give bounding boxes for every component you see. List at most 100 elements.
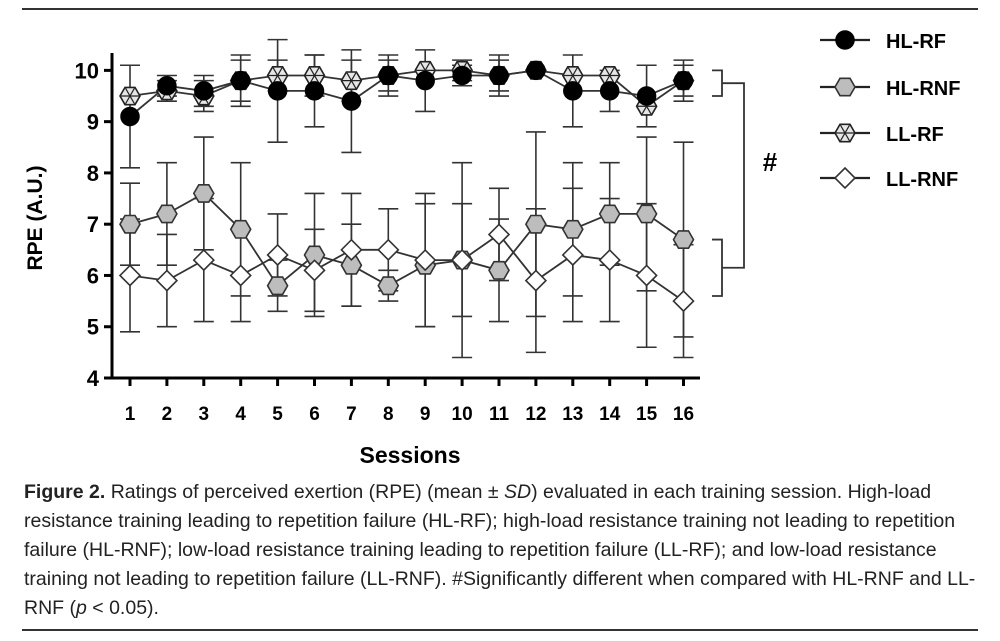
data-point-ll-rnf xyxy=(118,264,142,287)
diamond-marker xyxy=(833,166,857,190)
hexagon-marker xyxy=(834,77,856,97)
legend-item-hl-rnf: HL-RNF xyxy=(820,77,960,100)
circle-marker xyxy=(563,81,583,101)
hexagon-marker xyxy=(635,204,658,224)
data-point-ll-rnf xyxy=(635,264,658,287)
legend-marker xyxy=(834,77,856,97)
data-point-hl-rnf xyxy=(192,184,215,203)
star-spoke xyxy=(309,67,320,84)
x-tick-label: 11 xyxy=(489,404,510,425)
data-point-hl-rf xyxy=(194,81,214,101)
diamond-marker xyxy=(635,264,658,287)
data-points xyxy=(118,60,695,313)
data-point-hl-rnf xyxy=(561,219,584,239)
data-point-hl-rf xyxy=(415,70,435,91)
data-point-hl-rnf xyxy=(155,204,178,224)
star-spoke xyxy=(604,67,615,84)
circle-marker xyxy=(673,70,694,91)
hexagon-marker xyxy=(119,214,141,234)
y-tick-label: 9 xyxy=(87,110,99,135)
data-point-hl-rf xyxy=(636,86,657,106)
data-point-ll-rnf xyxy=(266,243,289,267)
diamond-marker xyxy=(524,269,548,292)
data-point-hl-rf xyxy=(452,65,472,86)
diamond-marker xyxy=(155,269,179,292)
hexagon-marker xyxy=(598,204,621,224)
circle-marker xyxy=(489,65,509,86)
legend-label: LL-RF xyxy=(886,124,944,146)
data-point-hl-rnf xyxy=(119,214,141,234)
circle-marker xyxy=(267,81,288,101)
x-tick-label: 3 xyxy=(199,404,210,425)
data-point-hl-rnf xyxy=(303,245,326,265)
data-point-hl-rnf xyxy=(524,214,547,234)
data-point-ll-rnf xyxy=(524,269,548,292)
data-point-ll-rnf xyxy=(340,238,363,261)
y-tick-label: 5 xyxy=(87,315,99,340)
circle-marker xyxy=(835,30,855,50)
caption-text-3: < 0.05). xyxy=(86,597,159,619)
star-spoke xyxy=(567,67,578,84)
data-point-hl-rnf xyxy=(488,260,510,280)
legend-label: LL-RNF xyxy=(886,169,958,191)
star-spoke xyxy=(346,72,357,89)
data-point-hl-rnf xyxy=(266,276,289,296)
diamond-marker xyxy=(450,248,474,272)
hexagon-marker xyxy=(672,230,695,249)
data-point-ll-rnf xyxy=(192,248,215,272)
x-tick-label: 6 xyxy=(309,404,320,425)
circle-marker xyxy=(157,76,177,96)
legend-label: HL-RNF xyxy=(886,78,960,100)
data-point-hl-rf xyxy=(563,81,583,101)
hexagon-marker xyxy=(377,276,400,296)
legend-label: HL-RF xyxy=(886,31,946,53)
hexagon-marker xyxy=(561,219,584,239)
legend-marker xyxy=(834,123,856,143)
y-tick-label: 6 xyxy=(87,263,99,288)
y-tick-label: 7 xyxy=(87,212,99,237)
data-point-hl-rf xyxy=(157,76,177,96)
caption-p: p xyxy=(76,597,87,619)
diamond-marker xyxy=(303,259,326,282)
data-point-hl-rf xyxy=(378,65,399,86)
data-point-ll-rnf xyxy=(672,289,695,313)
data-point-hl-rnf xyxy=(598,204,621,224)
x-tick-label: 12 xyxy=(525,404,546,425)
diamond-marker xyxy=(598,248,621,272)
x-tick-label: 16 xyxy=(673,404,694,425)
data-point-ll-rnf xyxy=(414,248,437,272)
circle-marker xyxy=(526,60,546,81)
significance-mark: # xyxy=(763,147,778,177)
significance-annotation: # xyxy=(712,69,778,297)
data-point-ll-rf xyxy=(340,71,363,91)
diamond-marker xyxy=(229,264,252,287)
star-spoke xyxy=(124,87,136,105)
data-point-hl-rnf xyxy=(635,204,658,224)
diamond-marker xyxy=(266,243,289,267)
circle-marker xyxy=(452,65,472,86)
data-point-ll-rnf xyxy=(155,269,179,292)
series-line-hl-rf xyxy=(129,69,684,118)
diamond-marker xyxy=(377,238,400,261)
legend-item-ll-rf: LL-RF xyxy=(820,123,944,146)
data-point-hl-rnf xyxy=(377,276,400,296)
x-tick-label: 4 xyxy=(235,404,246,425)
y-axis-label: RPE (A.U.) xyxy=(24,166,47,271)
circle-marker xyxy=(304,81,325,101)
x-tick-label: 7 xyxy=(346,404,357,425)
data-point-ll-rnf xyxy=(377,238,400,261)
x-tick-label: 13 xyxy=(562,404,583,425)
hexagon-marker xyxy=(303,245,326,265)
circle-marker xyxy=(378,65,399,86)
data-point-hl-rf xyxy=(267,81,288,101)
y-tick-label: 4 xyxy=(87,366,100,391)
circle-marker xyxy=(636,86,657,106)
hexagon-marker xyxy=(266,276,289,296)
circle-marker xyxy=(120,106,140,127)
series-line-ll-rf xyxy=(129,69,685,108)
star-spoke xyxy=(272,67,283,84)
star-spoke xyxy=(839,124,851,142)
caption-sd: SD xyxy=(503,481,532,503)
y-tick-label: 10 xyxy=(75,58,99,83)
